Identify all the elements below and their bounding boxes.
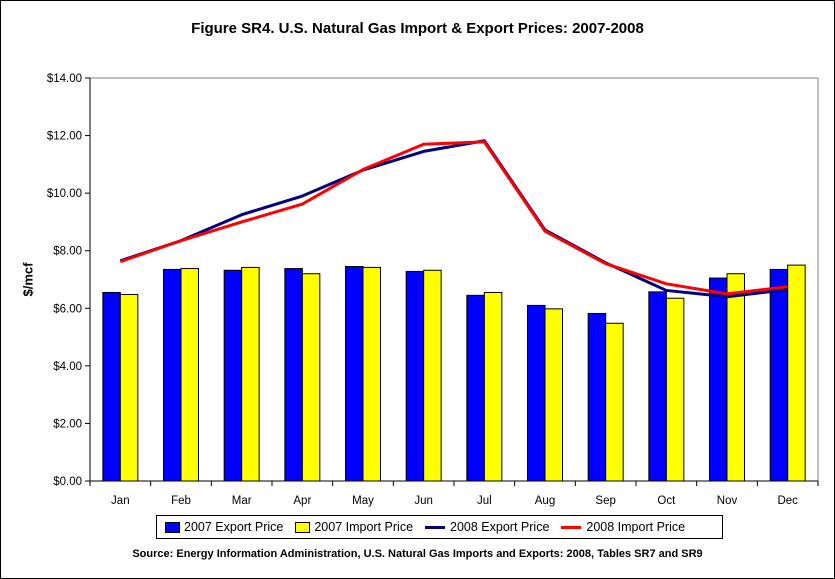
bar-2007-export-price xyxy=(284,268,303,482)
bar-2007-import-price xyxy=(119,293,139,482)
bar-2007-import-price xyxy=(301,273,321,482)
y-tick-label: $6.00 xyxy=(53,303,82,315)
plot-border xyxy=(89,77,819,482)
bar-2007-export-price xyxy=(709,277,728,482)
y-tick-label: $0.00 xyxy=(53,476,82,488)
source-note: Source: Energy Information Administratio… xyxy=(132,548,703,560)
bar-2007-import-price xyxy=(483,291,503,482)
bar-2007-export-price xyxy=(466,294,485,482)
legend-swatch-2008-import xyxy=(561,525,582,529)
legend-item-2008-export: 2008 Export Price xyxy=(425,520,549,534)
bar-2007-export-price xyxy=(648,291,667,482)
x-tick-label: Apr xyxy=(293,495,311,507)
x-tick-label: Sep xyxy=(595,495,615,507)
legend-label-2007-import: 2007 Import Price xyxy=(314,520,414,534)
bar-2007-import-price xyxy=(544,308,563,482)
x-tick-label: Aug xyxy=(535,495,555,507)
x-tick-label: May xyxy=(352,495,374,507)
bar-2007-export-price xyxy=(587,312,607,482)
legend-label-2008-import: 2008 Import Price xyxy=(586,520,686,534)
bar-2007-export-price xyxy=(102,291,121,482)
bar-2007-import-price xyxy=(665,297,685,482)
x-tick-label: Jun xyxy=(414,495,433,507)
bar-2007-import-price xyxy=(362,266,381,482)
legend-swatch-2007-export xyxy=(165,521,180,533)
bar-2007-export-price xyxy=(769,268,789,482)
x-tick-label: Jan xyxy=(111,495,130,507)
y-tick-label: $4.00 xyxy=(53,361,82,373)
legend-label-2008-export: 2008 Export Price xyxy=(450,520,550,534)
x-tick-label: Dec xyxy=(777,495,798,507)
line-2008-export-price xyxy=(119,139,788,299)
y-tick-label: $12.00 xyxy=(47,131,82,143)
y-tick-label: $8.00 xyxy=(53,246,82,258)
bar-2007-import-price xyxy=(423,269,442,482)
bar-2007-import-price xyxy=(180,268,199,482)
x-tick-label: Mar xyxy=(232,495,252,507)
legend-swatch-2008-export xyxy=(425,525,446,529)
legend: 2007 Export Price 2007 Import Price 2008… xyxy=(156,515,723,539)
bar-2007-import-price xyxy=(726,273,745,482)
bar-2007-export-price xyxy=(163,268,182,482)
x-tick-label: Feb xyxy=(171,495,191,507)
bar-2007-export-price xyxy=(223,269,243,482)
x-tick-label: Nov xyxy=(717,495,738,507)
bar-2007-export-price xyxy=(527,304,546,482)
bar-2007-import-price xyxy=(787,264,806,482)
bar-2007-import-price xyxy=(241,266,260,482)
bar-2007-import-price xyxy=(605,322,624,482)
legend-item-2007-export: 2007 Export Price xyxy=(165,520,283,534)
y-tick-label: $10.00 xyxy=(47,188,82,200)
legend-item-2008-import: 2008 Import Price xyxy=(561,520,685,534)
legend-label-2007-export: 2007 Export Price xyxy=(184,520,284,534)
legend-item-2007-import: 2007 Import Price xyxy=(295,520,413,534)
legend-swatch-2007-import xyxy=(295,521,311,533)
bar-2007-export-price xyxy=(345,266,364,482)
x-tick-label: Jul xyxy=(477,495,492,507)
chart-title: Figure SR4. U.S. Natural Gas Import & Ex… xyxy=(191,20,644,37)
x-tick-label: Oct xyxy=(657,495,676,507)
y-tick-label: $14.00 xyxy=(47,73,82,85)
y-tick-label: $2.00 xyxy=(53,418,82,430)
line-2008-import-price xyxy=(119,140,788,296)
bar-2007-export-price xyxy=(405,270,425,482)
